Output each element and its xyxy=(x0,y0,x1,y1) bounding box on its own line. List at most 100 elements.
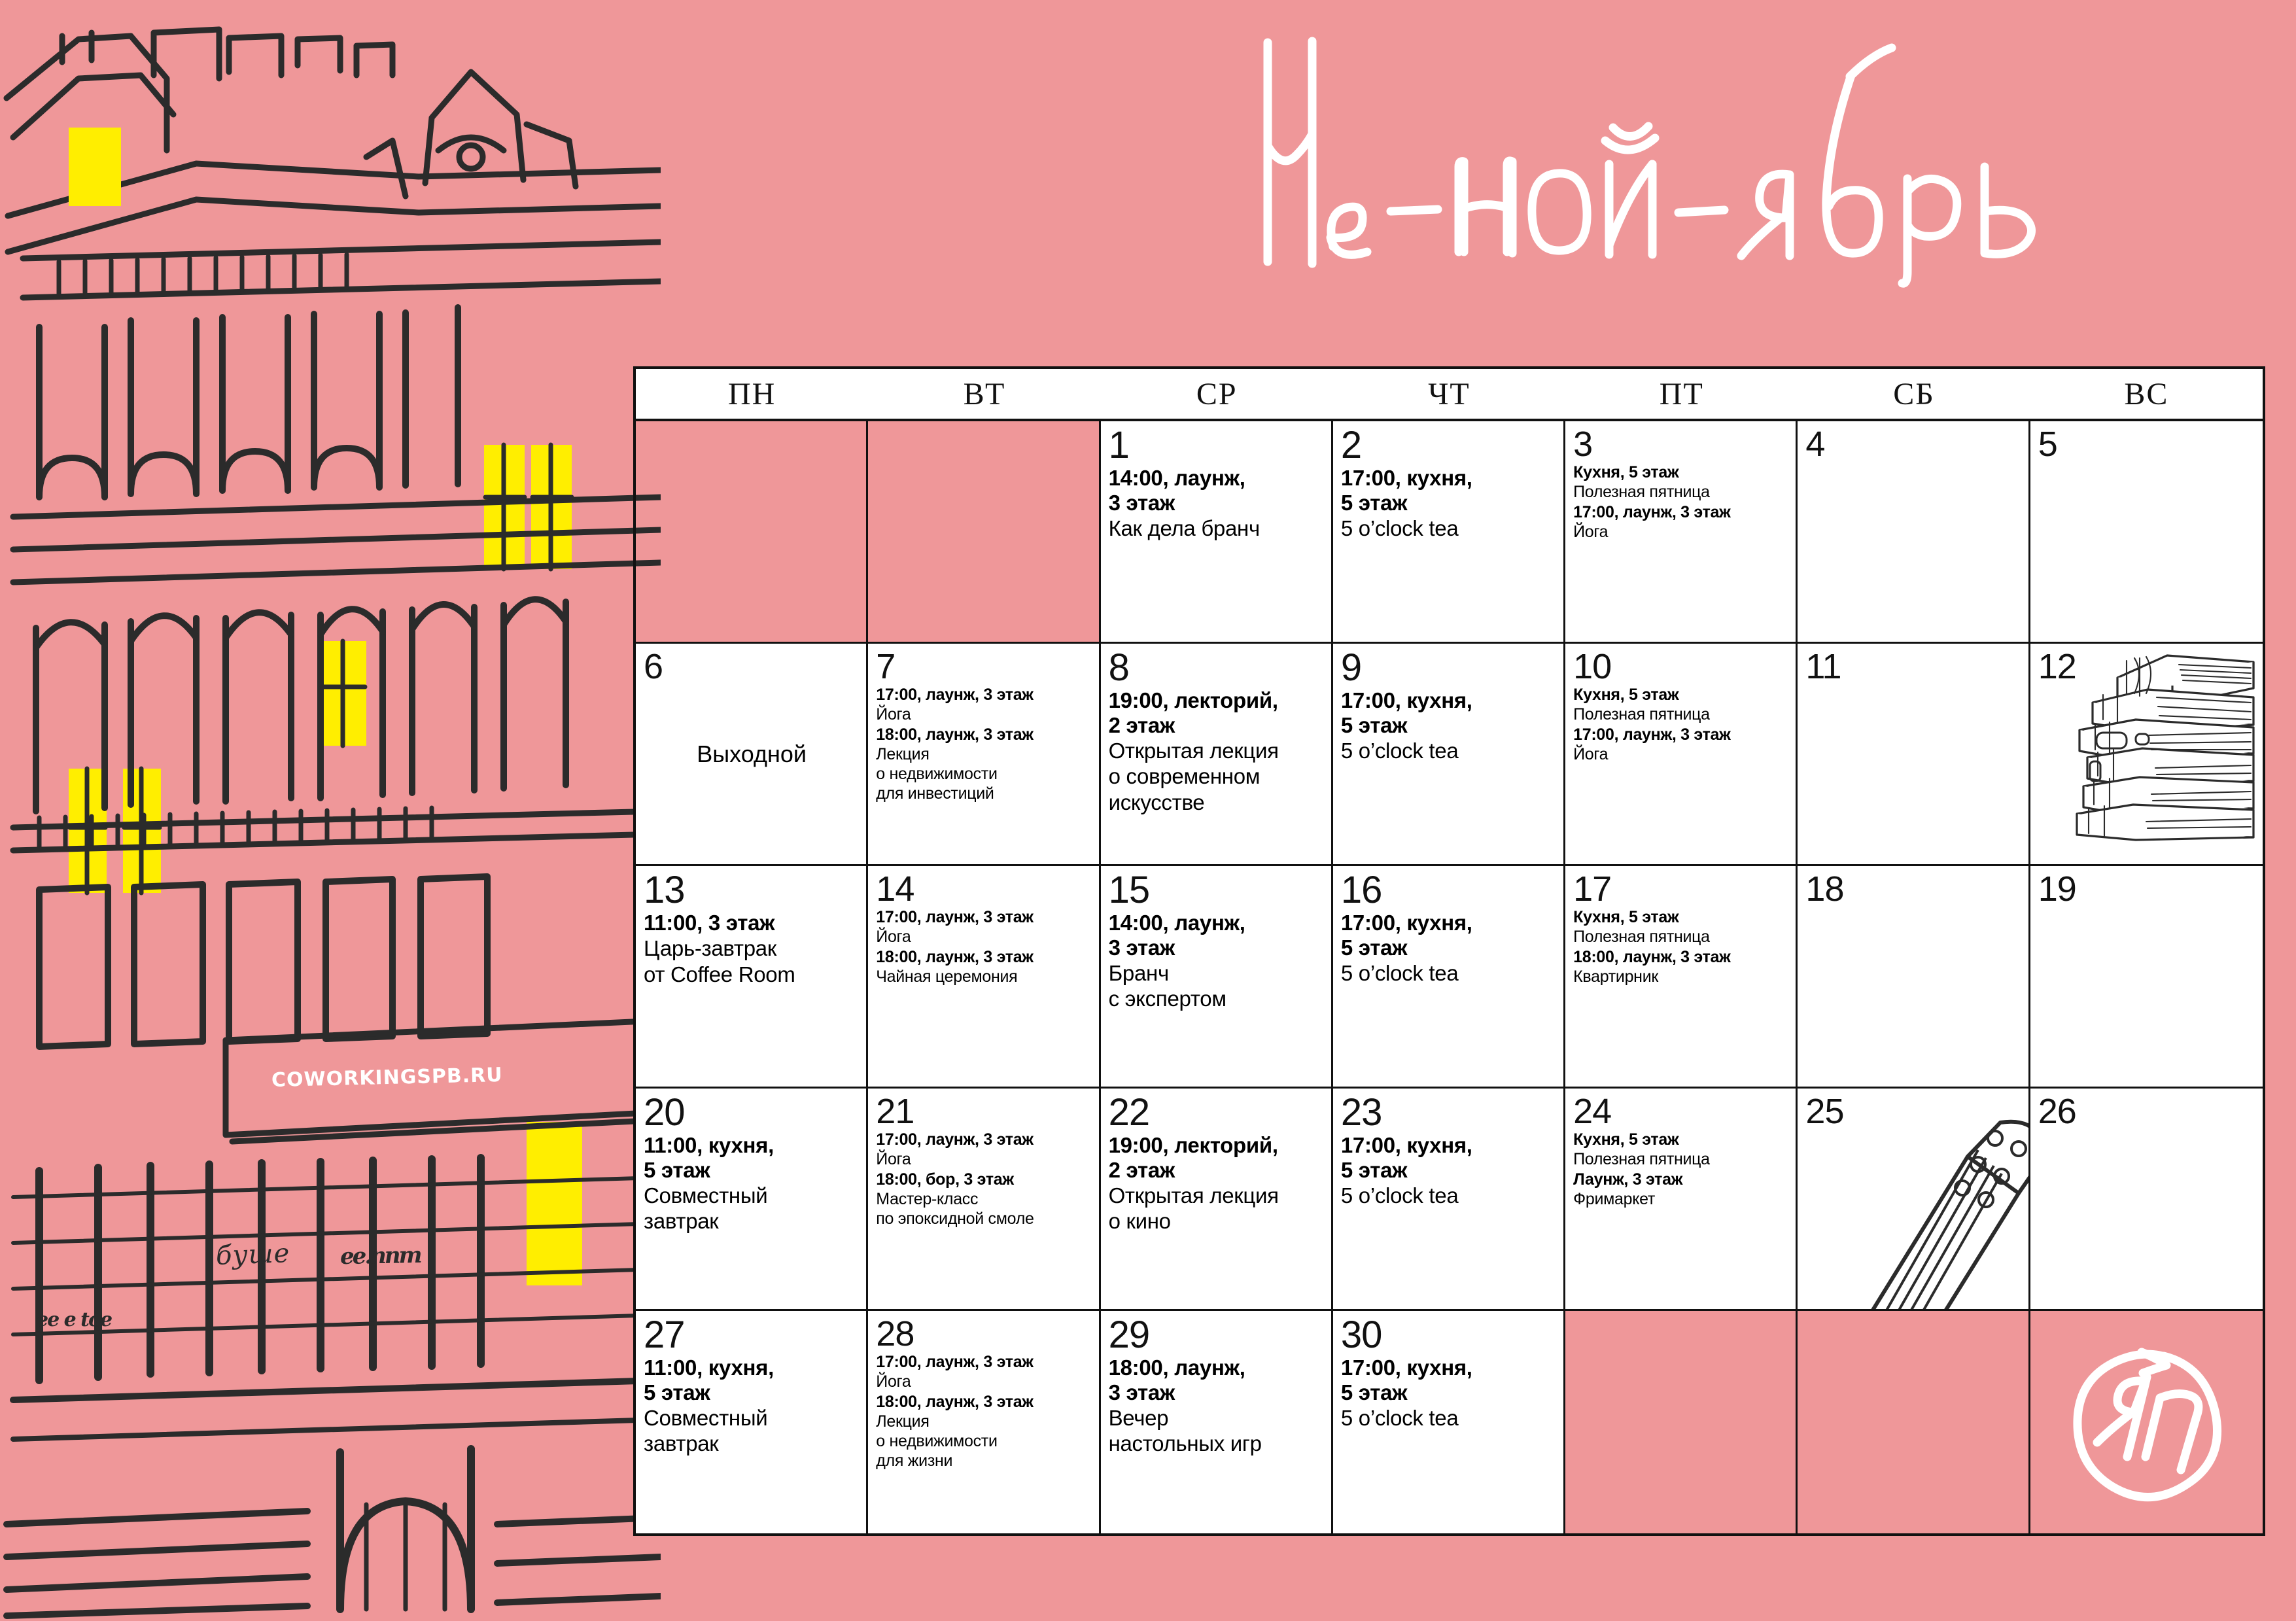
event-title: Лекция о недвижимости для жизни xyxy=(876,1412,1092,1471)
day-number: 1 xyxy=(1108,424,1130,466)
event-location: 17:00, лаунж, 3 этаж xyxy=(876,686,1034,704)
event-location: 18:00, лаунж, 3 этаж xyxy=(876,725,1034,744)
day-event: 18:00, лаунж, 3 этаж Лекция о недвижимости… xyxy=(876,1393,1092,1471)
day-cell-9[interactable]: 9 17:00, кухня, 5 этаж 5 o’clock tea xyxy=(1332,644,1566,866)
day-number: 8 xyxy=(1108,646,1130,689)
day-event: Кухня, 5 этаж Полезная пятница xyxy=(1573,686,1789,724)
event-location: 19:00, лекторий, xyxy=(1108,688,1278,712)
event-location: Кухня, 5 этаж xyxy=(1573,908,1679,926)
day-cell-empty-32 xyxy=(1565,1311,1798,1533)
day-cell-2[interactable]: 2 17:00, кухня, 5 этаж 5 o’clock tea xyxy=(1332,421,1566,644)
event-title: Фримаркет xyxy=(1573,1189,1789,1209)
day-event: 17:00, лаунж, 3 этаж Йога xyxy=(876,908,1092,947)
day-cell-16[interactable]: 16 17:00, кухня, 5 этаж 5 o’clock tea xyxy=(1332,866,1566,1089)
event-title: 5 o’clock tea xyxy=(1341,960,1557,986)
day-cell-3[interactable]: 3 Кухня, 5 этаж Полезная пятница 17:00, лау… xyxy=(1565,421,1798,644)
event-line: Полезная пятница xyxy=(1573,705,1710,723)
event-title: 5 o’clock tea xyxy=(1341,1405,1557,1431)
title-script-lettering xyxy=(1263,37,2036,288)
day-event: 18:00, лаунж, 3 этаж Квартирник xyxy=(1573,948,1789,986)
day-cell-7[interactable]: 7 17:00, лаунж, 3 этаж Йога 18:00, лаунж, 3… xyxy=(868,644,1101,866)
day-cell-22[interactable]: 22 19:00, лекторий, 2 этаж Открытая лекция о… xyxy=(1100,1089,1333,1311)
event-location: 11:00, кухня, xyxy=(644,1355,774,1380)
event-location: 18:00, лаунж, 3 этаж xyxy=(1573,947,1731,966)
day-cell-13[interactable]: 13 11:00, 3 этаж Царь-завтрак от Coffee Roo… xyxy=(636,866,869,1089)
event-line: Открытая лекция xyxy=(1108,1183,1279,1208)
day-number: 18 xyxy=(1805,869,1844,909)
day-cell-4[interactable]: 4 xyxy=(1798,421,2030,644)
day-cell-21[interactable]: 21 17:00, лаунж, 3 этаж Йога 18:00, бор, 3 … xyxy=(868,1089,1101,1311)
event-title: Квартирник xyxy=(1573,967,1789,986)
event-title: Вечер настольных игр xyxy=(1109,1405,1325,1457)
day-cell-27[interactable]: 27 11:00, кухня, 5 этаж Совместный завтрак xyxy=(636,1311,869,1533)
day-number: 19 xyxy=(2038,869,2077,909)
event-title: Совместный завтрак xyxy=(644,1405,860,1457)
day-event: 18:00, лаунж, 3 этаж Лекция о недвижимости… xyxy=(876,725,1092,803)
event-title: Йога xyxy=(876,927,1092,947)
day-number: 26 xyxy=(2038,1092,2077,1131)
event-location: 18:00, бор, 3 этаж xyxy=(876,1170,1014,1189)
event-line: Полезная пятница xyxy=(1573,1149,1710,1168)
event-location-line2: 3 этаж xyxy=(1108,935,1175,960)
day-event: 17:00, лаунж, 3 этаж Йога xyxy=(876,686,1092,724)
day-cell-empty-34 xyxy=(2030,1311,2263,1533)
weekday-tue: ВТ xyxy=(963,376,1006,411)
building-illustration: COWORKINGSPB.RU буше ee.nnm ee e toe xyxy=(0,0,661,1621)
event-location-line2: 5 этаж xyxy=(1340,490,1408,515)
event-location: Кухня, 5 этаж xyxy=(1573,1130,1679,1149)
day-cell-23[interactable]: 23 17:00, кухня, 5 этаж 5 o’clock tea xyxy=(1332,1089,1566,1311)
day-number: 16 xyxy=(1340,869,1383,911)
day-cell-29[interactable]: 29 18:00, лаунж, 3 этаж Вечер настольных игр xyxy=(1100,1311,1333,1533)
calendar: ПН ВТ СР ЧТ ПТ СБ ВС 1 14:00, лаунж, 3 эта… xyxy=(633,366,2265,1550)
day-number: 12 xyxy=(2038,647,2077,686)
event-line: Вечер xyxy=(1108,1405,1169,1430)
event-location: 17:00, лаунж, 3 этаж xyxy=(1573,502,1731,521)
weekday-wed: СР xyxy=(1196,376,1238,411)
event-title: Йога xyxy=(1573,744,1789,764)
day-event: 19:00, лекторий, 2 этаж Открытая лекция о к… xyxy=(1109,1133,1325,1234)
day-cell-25[interactable]: 25 xyxy=(1798,1089,2030,1311)
event-location: 17:00, кухня, xyxy=(1340,688,1472,712)
event-location-line2: 5 этаж xyxy=(1340,1380,1408,1404)
event-title: Йога xyxy=(876,1149,1092,1169)
day-cell-18[interactable]: 18 xyxy=(1798,866,2030,1089)
day-cell-11[interactable]: 11 xyxy=(1798,644,2030,866)
day-cell-12[interactable]: 12 xyxy=(2030,644,2263,866)
day-cell-10[interactable]: 10 Кухня, 5 этаж Полезная пятница 17:00, ла… xyxy=(1565,644,1798,866)
event-title: Йога xyxy=(876,705,1092,724)
day-cell-17[interactable]: 17 Кухня, 5 этаж Полезная пятница 18:00, ла… xyxy=(1565,866,1798,1089)
day-cell-30[interactable]: 30 17:00, кухня, 5 этаж 5 o’clock tea xyxy=(1332,1311,1566,1533)
day-number: 2 xyxy=(1340,424,1362,466)
event-line: Йога xyxy=(1573,522,1609,541)
day-number: 17 xyxy=(1573,869,1612,909)
event-location-line2: 5 этаж xyxy=(1340,935,1408,960)
building-line-art xyxy=(3,26,661,1619)
event-location-line2: 2 этаж xyxy=(1108,1157,1175,1182)
event-location: 17:00, кухня, xyxy=(1340,911,1472,935)
day-cell-28[interactable]: 28 17:00, лаунж, 3 этаж Йога 18:00, лаунж, … xyxy=(868,1311,1101,1533)
day-cell-5[interactable]: 5 xyxy=(2030,421,2263,644)
event-location: 18:00, лаунж, xyxy=(1108,1355,1245,1380)
day-cell-26[interactable]: 26 xyxy=(2030,1089,2263,1311)
day-cell-1[interactable]: 1 14:00, лаунж, 3 этаж Как дела бранч xyxy=(1100,421,1333,644)
event-title: Чайная церемония xyxy=(876,967,1092,986)
day-cell-14[interactable]: 14 17:00, лаунж, 3 этаж Йога 18:00, лаунж, … xyxy=(868,866,1101,1089)
day-number: 20 xyxy=(644,1091,686,1134)
event-location-line2: 5 этаж xyxy=(1340,1157,1408,1182)
day-cell-6[interactable]: 6 Выходной xyxy=(636,644,869,866)
day-cell-8[interactable]: 8 19:00, лекторий, 2 этаж Открытая лекция о … xyxy=(1100,644,1333,866)
event-line: Фримаркет xyxy=(1573,1189,1656,1208)
day-cell-19[interactable]: 19 xyxy=(2030,866,2263,1089)
day-cell-24[interactable]: 24 Кухня, 5 этаж Полезная пятница Лаунж, 3 … xyxy=(1565,1089,1798,1311)
event-location: 17:00, кухня, xyxy=(1340,1133,1472,1157)
day-event: 17:00, лаунж, 3 этаж Йога xyxy=(876,1353,1092,1391)
day-number: 23 xyxy=(1340,1091,1383,1134)
day-event: Кухня, 5 этаж Полезная пятница xyxy=(1573,463,1789,502)
day-number: 22 xyxy=(1108,1091,1151,1134)
day-cell-20[interactable]: 20 11:00, кухня, 5 этаж Совместный завтрак xyxy=(636,1089,869,1311)
yanp-logo-icon xyxy=(2073,1348,2222,1501)
day-cell-15[interactable]: 15 14:00, лаунж, 3 этаж Бранч с экспертом xyxy=(1100,866,1333,1089)
event-title: Лекция о недвижимости для инвестиций xyxy=(876,744,1092,803)
bushe-sign-text: буше xyxy=(215,1238,290,1271)
event-location: 17:00, кухня, xyxy=(1340,1355,1472,1380)
